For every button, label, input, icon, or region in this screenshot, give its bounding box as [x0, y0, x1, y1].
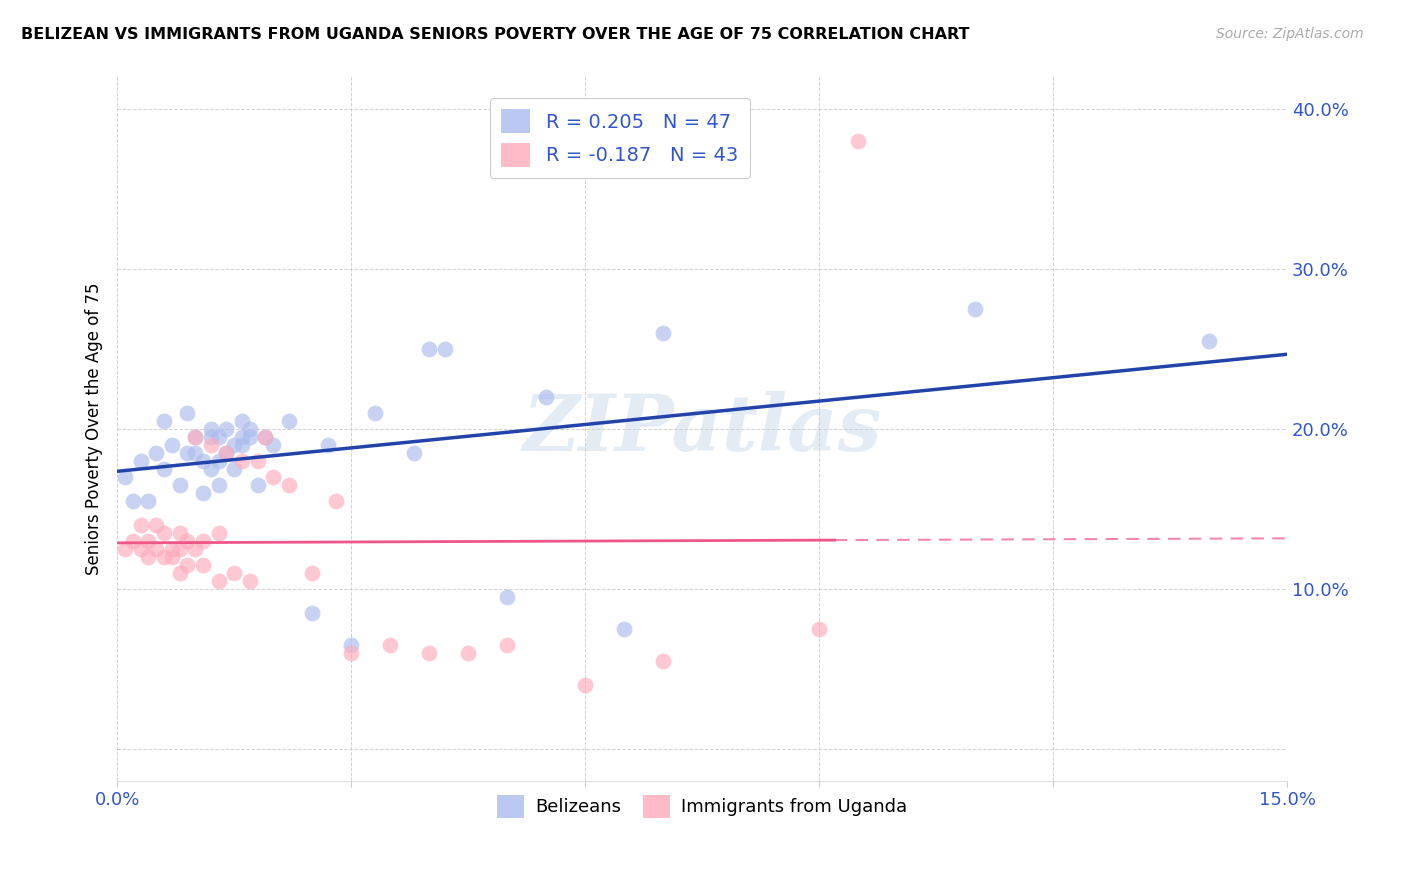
Point	[200, 462, 222, 476]
Point	[378, 638, 401, 652]
Point	[207, 430, 229, 444]
Point	[224, 566, 246, 581]
Point	[215, 446, 238, 460]
Point	[277, 414, 299, 428]
Point	[231, 454, 253, 468]
Point	[160, 438, 183, 452]
Point	[418, 343, 440, 357]
Point	[239, 574, 262, 588]
Point	[262, 470, 284, 484]
Point	[160, 542, 183, 557]
Point	[340, 646, 363, 660]
Point	[145, 446, 167, 460]
Point	[191, 454, 214, 468]
Point	[363, 406, 385, 420]
Point	[121, 534, 143, 549]
Point	[340, 638, 363, 652]
Point	[277, 478, 299, 492]
Point	[652, 326, 675, 341]
Point	[184, 446, 207, 460]
Text: ZIPatlas: ZIPatlas	[523, 391, 882, 467]
Point	[325, 494, 347, 508]
Point	[574, 678, 596, 692]
Point	[207, 526, 229, 541]
Point	[129, 542, 152, 557]
Point	[207, 454, 229, 468]
Point	[207, 574, 229, 588]
Point	[114, 470, 136, 484]
Point	[246, 454, 269, 468]
Point	[176, 534, 198, 549]
Point	[231, 430, 253, 444]
Point	[145, 542, 167, 557]
Point	[965, 302, 987, 317]
Point	[176, 446, 198, 460]
Point	[262, 438, 284, 452]
Point	[153, 462, 176, 476]
Point	[224, 438, 246, 452]
Point	[145, 518, 167, 533]
Point	[169, 542, 191, 557]
Y-axis label: Seniors Poverty Over the Age of 75: Seniors Poverty Over the Age of 75	[86, 283, 103, 575]
Point	[153, 526, 176, 541]
Point	[215, 422, 238, 436]
Point	[534, 390, 557, 404]
Point	[613, 622, 636, 636]
Point	[121, 494, 143, 508]
Point	[153, 414, 176, 428]
Point	[215, 446, 238, 460]
Point	[301, 566, 323, 581]
Point	[138, 494, 160, 508]
Point	[184, 542, 207, 557]
Point	[184, 430, 207, 444]
Point	[846, 135, 869, 149]
Point	[169, 566, 191, 581]
Point	[231, 438, 253, 452]
Point	[224, 462, 246, 476]
Point	[496, 638, 519, 652]
Point	[239, 422, 262, 436]
Point	[239, 430, 262, 444]
Point	[138, 550, 160, 565]
Point	[184, 430, 207, 444]
Point	[129, 454, 152, 468]
Point	[191, 486, 214, 500]
Point	[402, 446, 425, 460]
Point	[652, 654, 675, 668]
Point	[231, 414, 253, 428]
Point	[176, 406, 198, 420]
Point	[1198, 334, 1220, 349]
Point	[301, 606, 323, 620]
Text: Source: ZipAtlas.com: Source: ZipAtlas.com	[1216, 27, 1364, 41]
Point	[254, 430, 277, 444]
Point	[200, 430, 222, 444]
Point	[207, 478, 229, 492]
Point	[176, 558, 198, 573]
Point	[191, 534, 214, 549]
Point	[200, 438, 222, 452]
Point	[160, 550, 183, 565]
Point	[316, 438, 339, 452]
Point	[433, 343, 456, 357]
Point	[496, 590, 519, 604]
Point	[246, 478, 269, 492]
Point	[418, 646, 440, 660]
Point	[254, 430, 277, 444]
Point	[114, 542, 136, 557]
Point	[191, 558, 214, 573]
Text: BELIZEAN VS IMMIGRANTS FROM UGANDA SENIORS POVERTY OVER THE AGE OF 75 CORRELATIO: BELIZEAN VS IMMIGRANTS FROM UGANDA SENIO…	[21, 27, 970, 42]
Point	[457, 646, 479, 660]
Point	[200, 422, 222, 436]
Legend: Belizeans, Immigrants from Uganda: Belizeans, Immigrants from Uganda	[491, 789, 914, 825]
Point	[808, 622, 831, 636]
Point	[169, 526, 191, 541]
Point	[129, 518, 152, 533]
Point	[169, 478, 191, 492]
Point	[138, 534, 160, 549]
Point	[153, 550, 176, 565]
